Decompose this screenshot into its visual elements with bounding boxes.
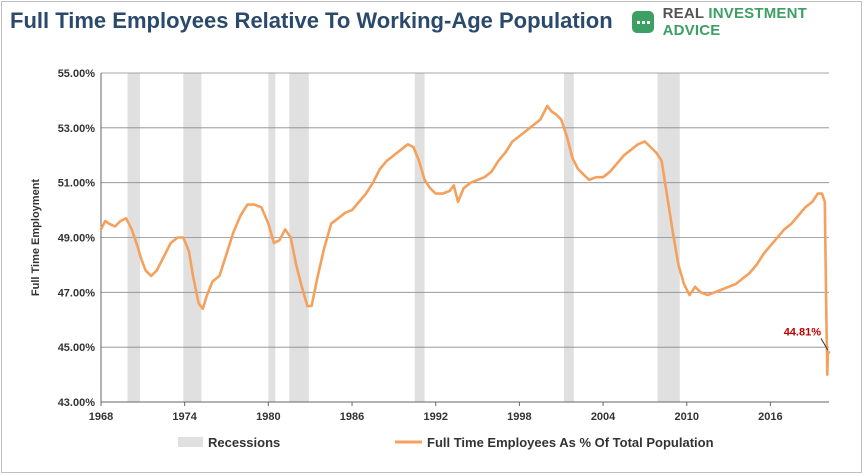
annotation-label: 44.81% [784, 326, 822, 338]
y-tick-label: 47.00% [58, 287, 96, 299]
chart-title: Full Time Employees Relative To Working-… [10, 8, 613, 33]
y-tick-label: 51.00% [58, 178, 96, 190]
brand-logo-block: REAL INVESTMENT ADVICE [632, 5, 865, 39]
x-tick-label: 1974 [172, 411, 197, 423]
brand-name-part2: INVESTMENT ADVICE [662, 5, 808, 39]
chat-bubble-icon [632, 11, 654, 33]
annotation: 44.81% [784, 326, 829, 351]
legend: Recessions Full Time Employees As % Of T… [178, 435, 714, 450]
series-path-1 [99, 104, 831, 376]
brand-name-part1: REAL [662, 5, 709, 22]
x-tick-label: 1992 [423, 411, 447, 423]
x-tick-label: 1968 [89, 411, 113, 423]
y-tick-label: 49.00% [58, 233, 96, 245]
y-axis-label: Full Time Employment [30, 179, 42, 296]
annotation-leader-line [820, 338, 829, 351]
y-tick-label: 43.00% [58, 397, 96, 409]
y-tick-label: 55.00% [58, 68, 96, 80]
legend-label-series: Full Time Employees As % Of Total Popula… [427, 435, 714, 450]
gridlines [101, 72, 829, 348]
series-line [99, 104, 831, 376]
axes: 43.00% 45.00% 47.00% 49.00% 51.00% 53.00% 55.0… [58, 68, 829, 423]
y-tick-label: 53.00% [58, 123, 96, 135]
y-tick-label: 45.00% [58, 342, 96, 354]
legend-swatch-recessions [178, 437, 203, 447]
x-tick-label: 1986 [340, 411, 364, 423]
legend-label-recessions: Recessions [208, 435, 280, 450]
x-tick-label: 2016 [758, 411, 782, 423]
x-tick-label: 1980 [256, 411, 280, 423]
x-tick-label: 1998 [507, 411, 531, 423]
x-tick-label: 2010 [675, 411, 699, 423]
brand-name: REAL INVESTMENT ADVICE [663, 5, 865, 39]
x-tick-label: 2004 [591, 411, 616, 423]
